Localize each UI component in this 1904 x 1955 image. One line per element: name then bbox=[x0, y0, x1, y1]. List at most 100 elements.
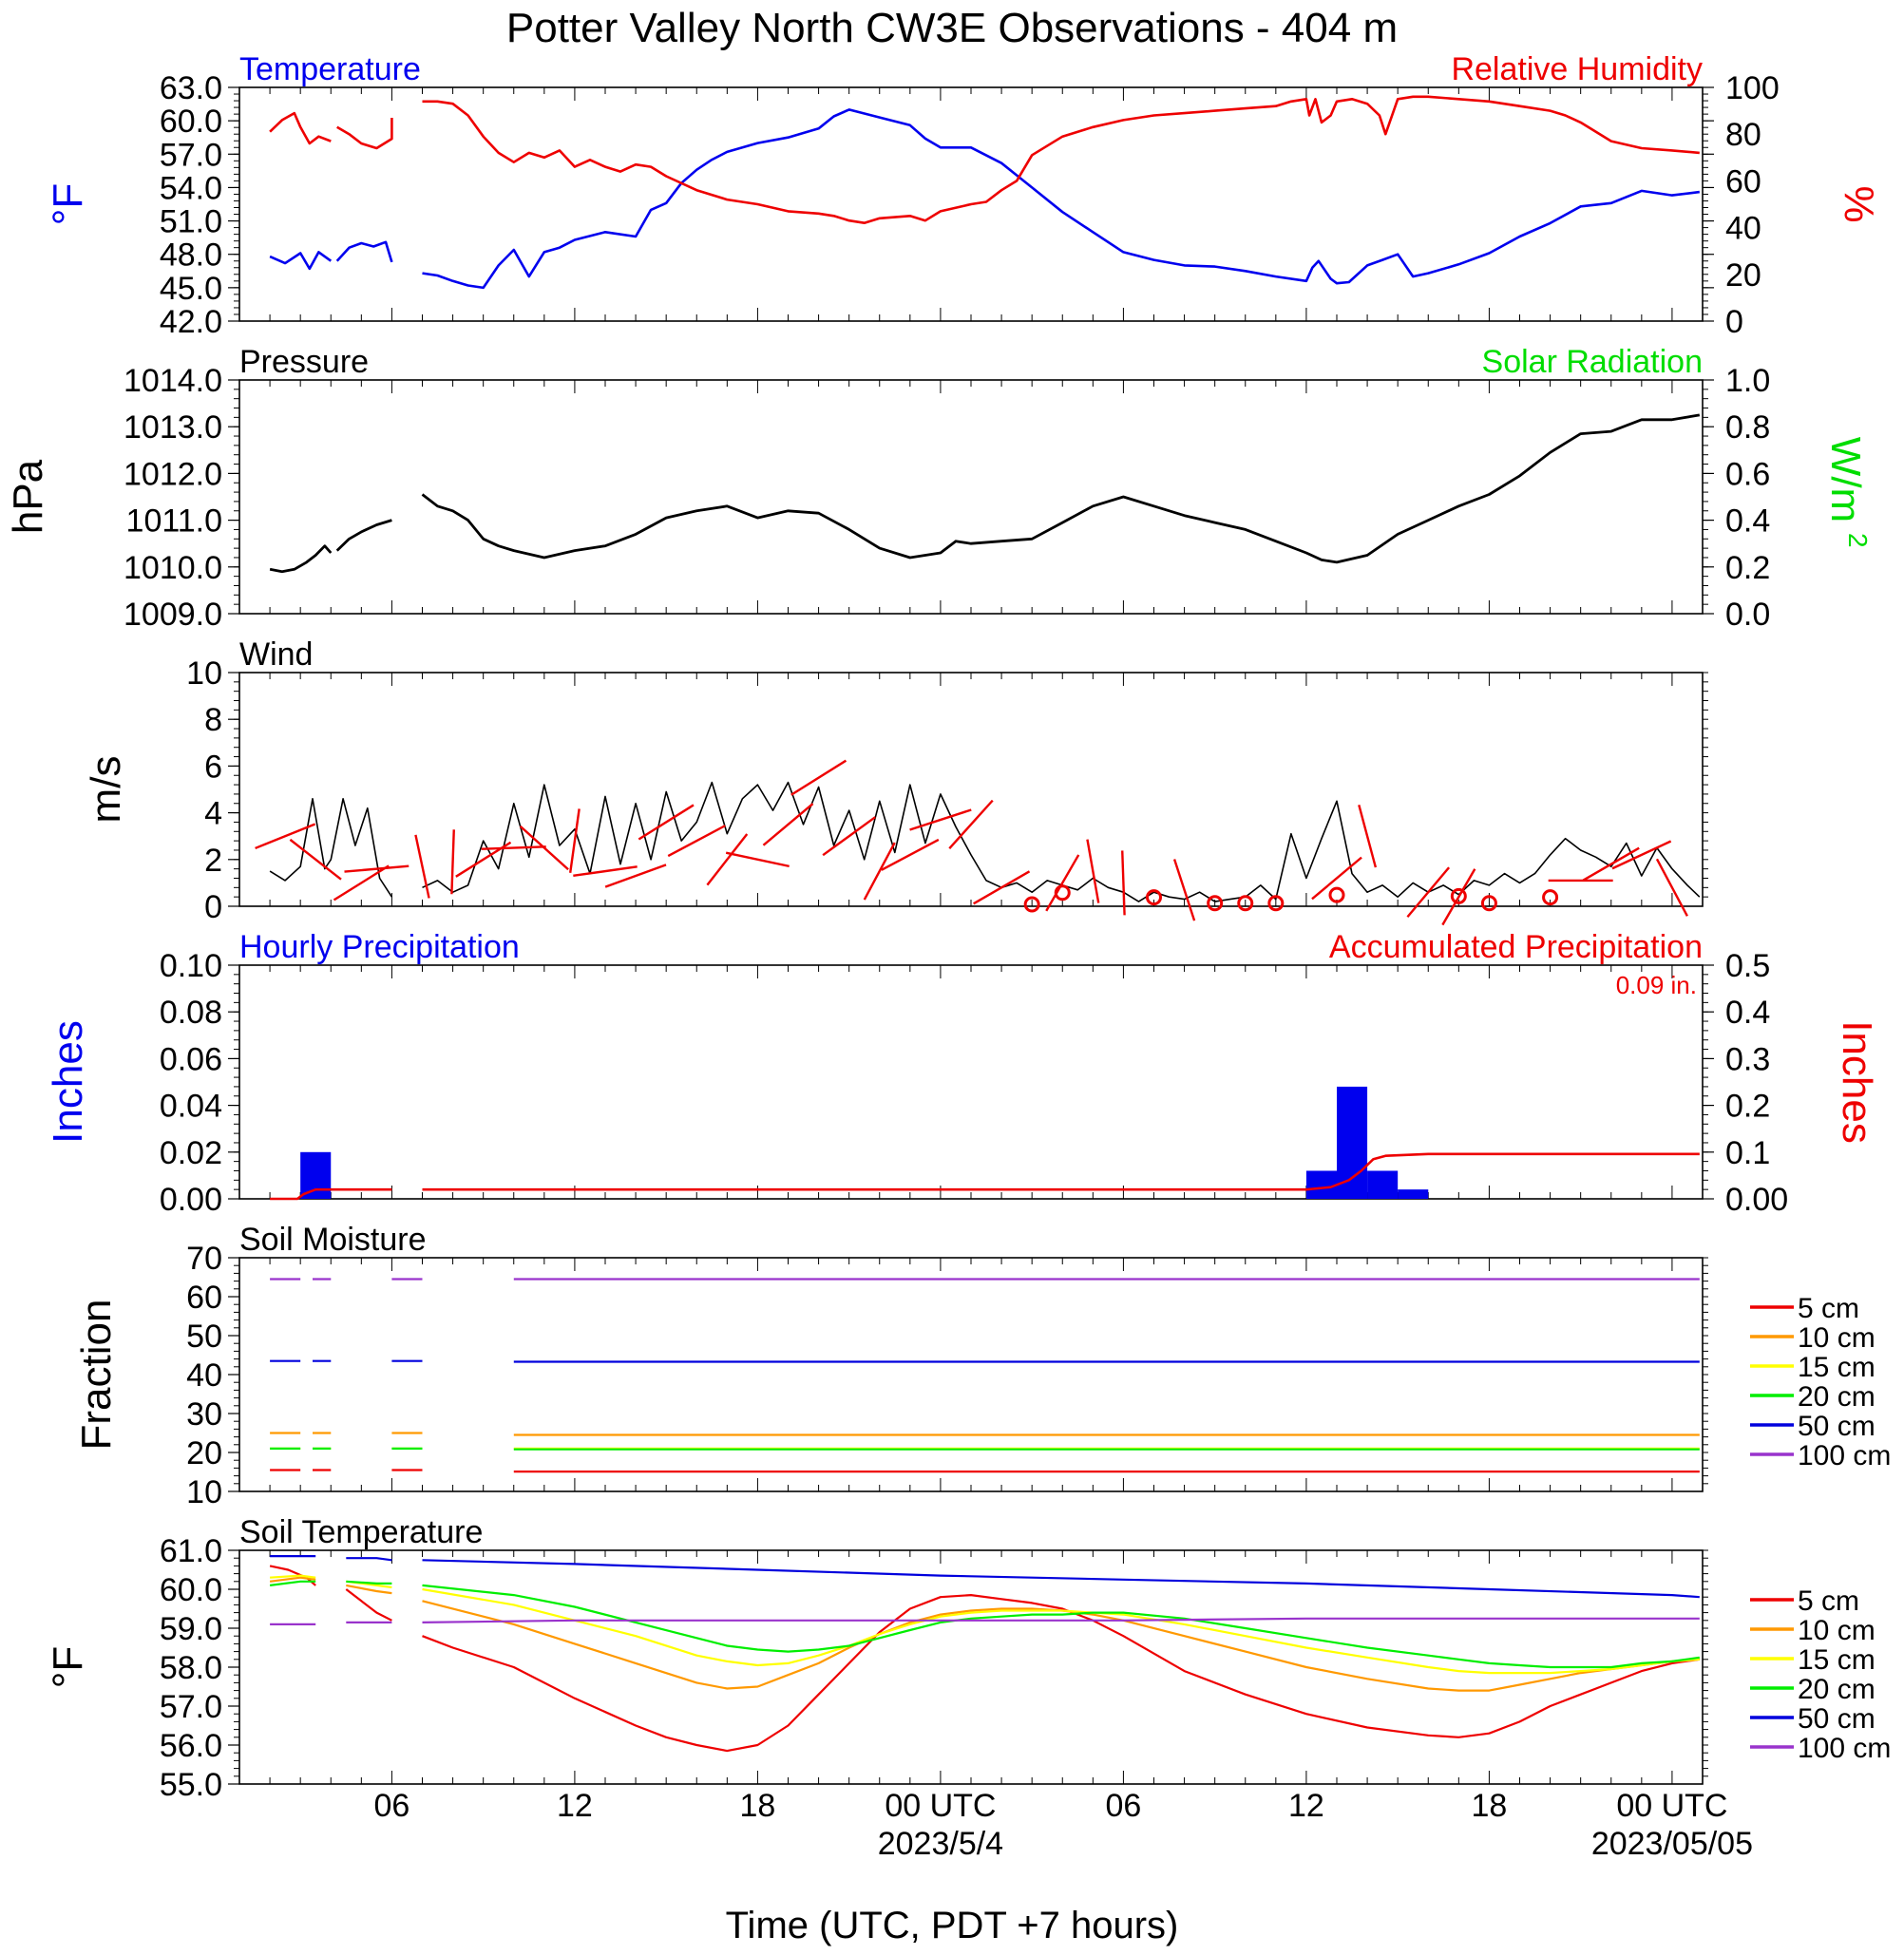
accum-precip-title: Accumulated Precipitation bbox=[1329, 929, 1703, 965]
right-tick-label: 0.1 bbox=[1725, 1135, 1770, 1171]
legend-label: 10 cm bbox=[1798, 1322, 1875, 1354]
soil-temp-ylabel: °F bbox=[45, 1646, 91, 1688]
temperature-title: Temperature bbox=[239, 51, 421, 87]
solar-ylabel: W/m 2 bbox=[1822, 437, 1873, 548]
panel-1: 1014.0 1013.0 1012.0 1011.0 1010.0 1009.0 1.0 0… bbox=[5, 344, 1873, 633]
y-tick-label: 57.0 bbox=[160, 137, 222, 173]
calm-marker bbox=[1146, 889, 1162, 906]
y-tick-label: 60.0 bbox=[160, 1572, 222, 1608]
time-tick-label: 18 bbox=[1472, 1788, 1508, 1824]
wind-barb bbox=[1121, 850, 1126, 916]
series-line-relative-humidity bbox=[269, 111, 332, 145]
right-tick-label: 1.0 bbox=[1725, 363, 1770, 399]
legend-label: 5 cm bbox=[1798, 1585, 1859, 1617]
series-line-pressure bbox=[335, 519, 392, 552]
soil-temp-line bbox=[269, 1576, 316, 1583]
y-tick-label: 63.0 bbox=[160, 70, 222, 106]
y-tick-label: 1009.0 bbox=[124, 597, 222, 633]
right-tick-label: 60 bbox=[1725, 163, 1761, 199]
humidity-title: Relative Humidity bbox=[1451, 51, 1703, 87]
y-tick-label: 30 bbox=[186, 1396, 222, 1433]
y-tick-label: 0.04 bbox=[160, 1089, 222, 1125]
right-tick-label: 0.3 bbox=[1725, 1041, 1770, 1077]
wind-barb bbox=[822, 816, 876, 857]
y-tick-label: 0.06 bbox=[160, 1041, 222, 1077]
legend-label: 5 cm bbox=[1798, 1293, 1859, 1324]
y-tick-label: 58.0 bbox=[160, 1650, 222, 1686]
series-line-pressure bbox=[421, 413, 1701, 564]
soil-moisture-title: Soil Moisture bbox=[239, 1222, 427, 1258]
calm-marker bbox=[1023, 896, 1040, 913]
wind-barb bbox=[450, 829, 455, 895]
soil-temp-line bbox=[269, 1580, 316, 1586]
panel-frame bbox=[238, 1549, 1704, 1785]
right-tick-label: 0.5 bbox=[1725, 948, 1770, 984]
hourly-precip-ylabel: Inches bbox=[45, 1020, 91, 1144]
wind-barb bbox=[973, 870, 1031, 905]
solar-ylabel-sup: 2 bbox=[1843, 533, 1873, 548]
pressure-ylabel: hPa bbox=[5, 459, 51, 534]
y-tick-label: 50 bbox=[186, 1319, 222, 1355]
wind-barb bbox=[1358, 805, 1378, 868]
y-tick-label: 57.0 bbox=[160, 1689, 222, 1725]
wind-barb bbox=[1582, 846, 1640, 882]
soil-temp-line bbox=[422, 1587, 1700, 1675]
accum-precip-ylabel: Inches bbox=[1834, 1020, 1880, 1144]
legend-label: 15 cm bbox=[1798, 1644, 1875, 1676]
soil-temp-line bbox=[346, 1580, 392, 1585]
y-tick-label: 4 bbox=[204, 796, 222, 832]
panel-5: 61.060.059.058.057.056.055.0 Soil Tempera… bbox=[45, 1514, 1891, 1803]
y-tick-label: 1013.0 bbox=[124, 409, 222, 446]
right-tick-label: 80 bbox=[1725, 117, 1761, 153]
panels: 63.060.057.054.051.048.045.042.010080604… bbox=[5, 51, 1891, 1803]
right-tick-label: 0.2 bbox=[1725, 1089, 1770, 1125]
date-label: 2023/5/4 bbox=[878, 1826, 1003, 1862]
wind-barb bbox=[1441, 868, 1476, 926]
soil-moisture-ylabel: Fraction bbox=[73, 1300, 120, 1451]
accum-precip-line bbox=[422, 1152, 1700, 1191]
wind-barb bbox=[1045, 854, 1080, 912]
y-tick-label: 54.0 bbox=[160, 170, 222, 206]
accum-precip-line bbox=[270, 1187, 392, 1201]
y-tick-label: 56.0 bbox=[160, 1728, 222, 1764]
calm-marker bbox=[1267, 895, 1285, 912]
legend-label: 20 cm bbox=[1798, 1674, 1875, 1705]
y-tick-label: 0.10 bbox=[160, 948, 222, 984]
panel-frame bbox=[238, 1257, 1704, 1492]
right-tick-label: 20 bbox=[1725, 257, 1761, 294]
soil-temp-line bbox=[346, 1584, 392, 1595]
wind-ylabel: m/s bbox=[83, 756, 129, 824]
precip-bar bbox=[1398, 1189, 1429, 1199]
right-tick-label: 100 bbox=[1725, 70, 1780, 106]
wind-barb bbox=[255, 823, 316, 850]
precip-bar bbox=[1305, 1170, 1337, 1199]
wind-barb bbox=[1086, 839, 1100, 903]
soil-temp-line bbox=[345, 1588, 392, 1622]
series-line-pressure bbox=[269, 544, 333, 574]
precip-bar bbox=[1367, 1170, 1399, 1199]
legend-label: 15 cm bbox=[1798, 1352, 1875, 1383]
y-tick-label: 2 bbox=[204, 843, 222, 879]
series-line-temperature bbox=[269, 251, 333, 271]
legend-label: 50 cm bbox=[1798, 1703, 1875, 1735]
wind-barb bbox=[725, 851, 790, 868]
wind-barb bbox=[604, 864, 667, 888]
y-tick-label: 42.0 bbox=[160, 304, 222, 340]
soil-temp-line bbox=[346, 1557, 392, 1562]
y-tick-label: 1010.0 bbox=[124, 550, 222, 586]
calm-marker bbox=[1480, 895, 1497, 912]
wind-barb bbox=[881, 838, 940, 871]
panel-0: 63.060.057.054.051.048.045.042.0 100 80 60 4… bbox=[45, 51, 1882, 340]
right-tick-label: 0.8 bbox=[1725, 409, 1770, 446]
wind-barb bbox=[1311, 856, 1362, 901]
time-tick-label: 06 bbox=[1106, 1788, 1142, 1824]
y-tick-label: 0.08 bbox=[160, 995, 222, 1031]
wind-barb bbox=[344, 864, 409, 873]
y-tick-label: 48.0 bbox=[160, 237, 222, 274]
calm-marker bbox=[1450, 887, 1467, 904]
calm-marker bbox=[1328, 886, 1345, 903]
right-tick-label: 0.0 bbox=[1725, 597, 1770, 633]
